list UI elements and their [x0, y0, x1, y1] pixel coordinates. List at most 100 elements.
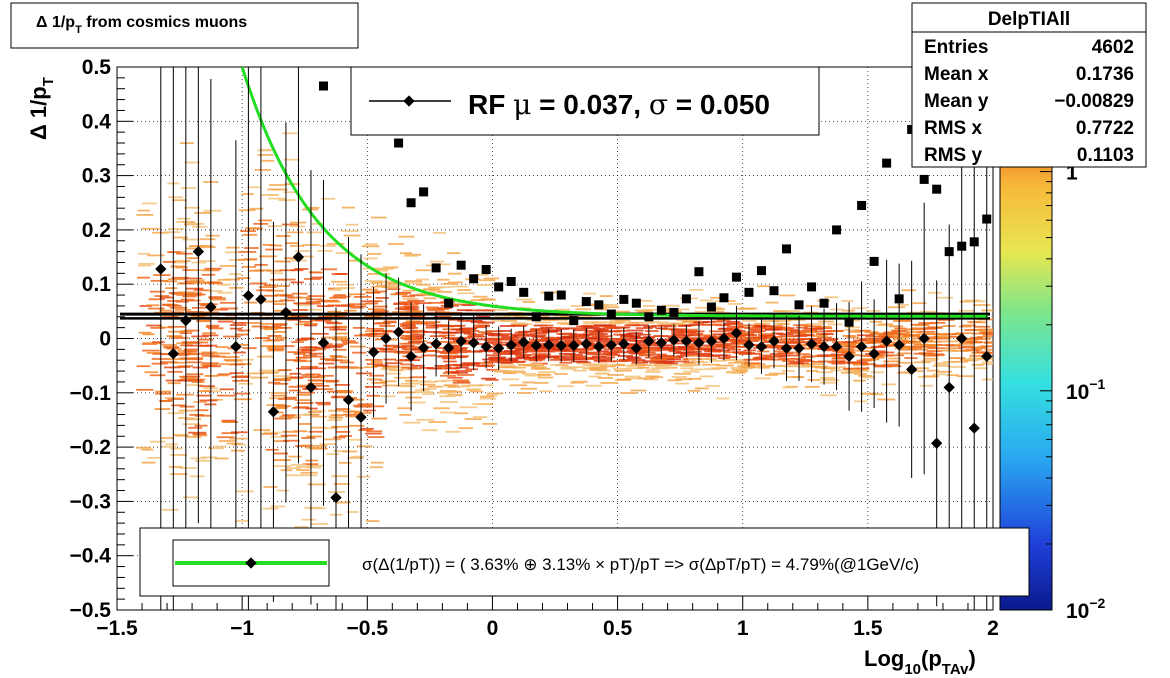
- density-bin: [613, 360, 629, 363]
- density-bin: [440, 411, 458, 414]
- density-bin: [888, 357, 901, 360]
- density-bin: [760, 334, 775, 337]
- density-bin: [259, 148, 275, 151]
- density-bin: [668, 323, 684, 326]
- density-bin: [472, 403, 490, 406]
- density-bin: [388, 243, 404, 245]
- density-bin: [295, 323, 308, 326]
- density-bin: [169, 361, 186, 364]
- sigma-point: [469, 274, 479, 284]
- density-bin: [687, 389, 701, 392]
- density-bin: [273, 379, 291, 381]
- density-bin: [258, 369, 274, 372]
- density-bin: [428, 301, 447, 304]
- density-bin: [861, 363, 877, 366]
- density-bin: [428, 421, 447, 423]
- density-bin: [189, 475, 205, 478]
- density-bin: [420, 387, 437, 390]
- density-bin: [198, 352, 214, 355]
- density-bin: [663, 325, 677, 328]
- density-bin: [406, 382, 421, 385]
- mean-point: [643, 335, 655, 347]
- density-bin: [699, 336, 714, 339]
- density-bin: [634, 347, 653, 350]
- density-bin: [493, 334, 510, 337]
- density-bin: [423, 350, 440, 352]
- density-bin: [237, 329, 251, 332]
- density-bin: [409, 340, 427, 343]
- density-bin: [226, 442, 242, 445]
- density-bin: [279, 269, 296, 272]
- density-bin: [269, 244, 283, 247]
- sigma-point: [932, 184, 942, 194]
- stats-value: 4602: [1092, 37, 1134, 58]
- density-bin: [982, 360, 993, 363]
- density-bin: [310, 355, 325, 358]
- sigma-point: [919, 174, 929, 184]
- density-bin: [183, 206, 200, 209]
- density-bin: [188, 293, 206, 296]
- density-bin: [324, 427, 339, 430]
- density-bin: [521, 372, 537, 375]
- density-bin: [434, 380, 447, 383]
- density-bin: [403, 421, 421, 424]
- density-bin: [433, 231, 447, 234]
- density-bin: [424, 321, 441, 324]
- density-bin: [434, 263, 451, 266]
- density-bin: [179, 282, 195, 285]
- density-bin: [874, 365, 892, 368]
- mean-point: [555, 339, 567, 352]
- density-bin: [168, 292, 186, 294]
- density-bin: [593, 359, 608, 362]
- mean-point: [392, 326, 405, 338]
- density-bin: [453, 331, 471, 334]
- density-bin: [461, 363, 474, 366]
- y-tick-label: −0.2: [70, 436, 111, 459]
- density-bin: [273, 452, 289, 455]
- mean-point: [580, 338, 592, 350]
- density-bin: [235, 333, 249, 336]
- density-bin: [236, 277, 251, 279]
- density-bin: [836, 348, 850, 351]
- density-bin: [757, 358, 775, 361]
- density-bin: [647, 342, 661, 345]
- density-bin: [325, 380, 339, 383]
- density-bin: [796, 344, 812, 346]
- density-bin: [382, 366, 399, 369]
- density-bin: [180, 467, 197, 469]
- density-bin: [247, 227, 263, 230]
- density-bin: [821, 379, 840, 382]
- density-bin: [576, 362, 593, 365]
- density-bin: [198, 260, 216, 262]
- density-bin: [638, 377, 655, 380]
- density-bin: [856, 334, 874, 337]
- axes: −1.5 −1 −0.5 0 0.5 1 1.5 2−0.5−0.4−0.3−0.2−0.10…: [70, 56, 999, 640]
- density-bin: [724, 351, 738, 354]
- density-bin: [271, 369, 286, 372]
- density-bin: [208, 447, 224, 450]
- density-bin: [559, 361, 572, 364]
- density-bin: [629, 321, 644, 324]
- density-bin: [682, 349, 695, 351]
- density-bin: [787, 376, 803, 378]
- density-bin: [271, 394, 288, 397]
- density-bin: [136, 446, 152, 449]
- density-bin: [681, 320, 697, 323]
- density-bin: [333, 338, 348, 341]
- density-bin: [870, 351, 888, 354]
- density-bin: [226, 246, 240, 249]
- density-bin: [242, 347, 257, 350]
- density-bin: [280, 434, 298, 437]
- density-bin: [364, 243, 378, 246]
- density-bin: [180, 187, 196, 189]
- sigma-point: [481, 265, 491, 275]
- density-bin: [637, 366, 650, 369]
- density-bin: [427, 309, 445, 312]
- density-bin: [980, 363, 993, 365]
- density-bin: [329, 296, 347, 299]
- density-bin: [787, 354, 801, 357]
- density-bin: [811, 361, 825, 363]
- density-bin: [659, 339, 674, 342]
- density-bin: [930, 321, 946, 324]
- density-bin: [814, 366, 828, 369]
